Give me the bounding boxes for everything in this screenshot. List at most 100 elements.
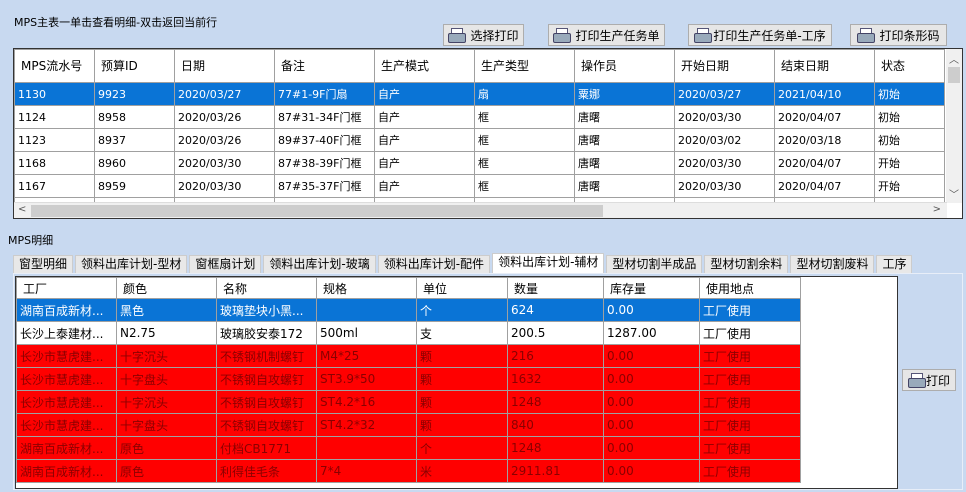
tab-1[interactable]: 窗型明细 — [13, 255, 74, 273]
tab-3[interactable]: 窗框扇计划 — [189, 255, 262, 273]
column-header[interactable]: 生产模式 — [374, 49, 475, 83]
tab-4[interactable]: 领料出库计划-玻璃 — [263, 255, 376, 273]
table-cell: 2020/03/30 — [674, 151, 775, 175]
table-cell: 2020/04/07 — [774, 174, 875, 198]
table-cell: 87#38-39F门框 — [274, 151, 375, 175]
column-header[interactable]: 操作员 — [574, 49, 675, 83]
scroll-right-icon[interactable]: > — [932, 204, 941, 215]
table-cell: 工厂使用 — [699, 413, 801, 437]
table-cell: 初始 — [874, 105, 945, 129]
tab-6[interactable]: 领料出库计划-辅材 — [492, 253, 605, 273]
column-header[interactable]: 颜色 — [116, 277, 217, 299]
printer-icon — [553, 28, 572, 43]
table-cell: 624 — [507, 298, 604, 322]
table-row[interactable]: 湖南百成新材... 黑色 玻璃垫块小黑... 个 624 0.00 工厂使用 — [16, 298, 801, 322]
scroll-down-icon[interactable]: ﹀ — [949, 190, 959, 201]
table-cell: 2911.81 — [507, 459, 604, 483]
tab-5[interactable]: 领料出库计划-配件 — [377, 255, 491, 273]
table-row[interactable]: 长沙市慧虎建... 十字沉头 不锈钢自攻螺钉 ST4.2*16 颗 1248 0.00 工厂使… — [16, 390, 801, 414]
table-cell: 唐曙 — [574, 151, 675, 175]
column-header[interactable]: 预算ID — [94, 49, 175, 83]
table-cell: 颗 — [416, 390, 508, 414]
table-cell: 长沙市慧虎建... — [16, 413, 117, 437]
table-cell: 1168 — [14, 151, 95, 175]
column-header[interactable]: 名称 — [216, 277, 317, 299]
printer-icon — [857, 28, 876, 43]
table-cell: 唐曙 — [574, 174, 675, 198]
table-cell: 自产 — [374, 128, 475, 152]
detail-grid[interactable]: 工厂 颜色 名称 规格 单位 数量 库存量 使用地点 湖南百成新材... 黑色 玻璃垫块小黑... 个… — [15, 276, 898, 489]
table-cell: 2020/04/07 — [774, 151, 875, 175]
table-cell: 颗 — [416, 344, 508, 368]
print-task-button[interactable]: 打印生产任务单 — [548, 24, 665, 46]
table-cell: 玻璃垫块小黑... — [216, 298, 317, 322]
column-header[interactable]: 日期 — [174, 49, 275, 83]
print-button[interactable]: 打印 — [902, 369, 956, 391]
scroll-thumb[interactable] — [948, 67, 960, 83]
table-cell: 2020/03/27 — [174, 82, 275, 106]
table-cell: 2021/04/10 — [774, 82, 875, 106]
column-header[interactable]: 状态 — [874, 49, 945, 83]
tab-10[interactable]: 工序 — [876, 255, 913, 273]
table-cell: 唐曙 — [574, 105, 675, 129]
tab-2[interactable]: 领料出库计划-型材 — [75, 255, 188, 273]
table-row[interactable]: 长沙市慧虎建... 十字盘头 不锈钢自攻螺钉 ST4.2*32 颗 840 0.00 工厂使用 — [16, 413, 801, 437]
table-cell: 工厂使用 — [699, 367, 801, 391]
select-print-button[interactable]: 选择打印 — [443, 24, 524, 46]
column-header[interactable]: 工厂 — [16, 277, 117, 299]
print-task-process-button[interactable]: 打印生产任务单-工序 — [688, 24, 832, 46]
table-row[interactable]: 湖南百成新材... 原色 付档CB1771 个 1248 0.00 工厂使用 — [16, 436, 801, 460]
table-cell: 利得佳毛条 — [216, 459, 317, 483]
table-row[interactable]: 1123 8937 2020/03/26 89#37-40F门框 自产框唐曙 2020/0… — [14, 128, 945, 152]
horizontal-scrollbar[interactable]: < > — [14, 202, 947, 218]
table-cell — [316, 436, 417, 460]
table-cell: 个 — [416, 436, 508, 460]
column-header[interactable]: 数量 — [507, 277, 604, 299]
tab-7[interactable]: 型材切割半成品 — [606, 255, 703, 273]
table-cell: ST3.9*50 — [316, 367, 417, 391]
table-cell: 2020/03/02 — [674, 128, 775, 152]
tab-8[interactable]: 型材切割余料 — [704, 255, 789, 273]
table-cell: 1123 — [14, 128, 95, 152]
scroll-thumb[interactable] — [31, 205, 603, 217]
column-header[interactable]: 开始日期 — [674, 49, 775, 83]
scroll-up-icon[interactable]: ︿ — [949, 55, 959, 66]
column-header[interactable]: MPS流水号 — [14, 49, 95, 83]
column-header[interactable]: 单位 — [416, 277, 508, 299]
column-header[interactable]: 使用地点 — [699, 277, 801, 299]
table-cell: 工厂使用 — [699, 321, 801, 345]
table-cell: 工厂使用 — [699, 459, 801, 483]
table-cell: 2020/03/30 — [674, 174, 775, 198]
table-row[interactable]: 长沙市慧虎建... 十字盘头 不锈钢自攻螺钉 ST3.9*50 颗 1632 0.00 工厂使… — [16, 367, 801, 391]
table-row[interactable]: 长沙上泰建材... N2.75 玻璃胶安泰172 500ml 支 200.5 1287.00… — [16, 321, 801, 345]
table-cell: 工厂使用 — [699, 298, 801, 322]
table-cell: 8960 — [94, 151, 175, 175]
table-cell: 玻璃胶安泰172 — [216, 321, 317, 345]
table-cell: ST4.2*16 — [316, 390, 417, 414]
column-header[interactable]: 规格 — [316, 277, 417, 299]
table-cell: 0.00 — [603, 436, 700, 460]
column-header[interactable]: 结束日期 — [774, 49, 875, 83]
table-row[interactable]: 1124 8958 2020/03/26 87#31-34F门框 自产框唐曙 2020/0… — [14, 105, 945, 129]
table-cell: 2020/03/30 — [674, 105, 775, 129]
table-cell: 2020/03/26 — [174, 128, 275, 152]
master-grid[interactable]: MPS流水号 预算ID 日期 备注 生产模式 生产类型 操作员 开始日期 结束日期 状态 1130 9… — [13, 48, 963, 219]
tab-9[interactable]: 型材切割废料 — [790, 255, 875, 273]
vertical-scrollbar[interactable]: ︿ ﹀ — [946, 49, 962, 203]
table-cell: 8959 — [94, 174, 175, 198]
table-row[interactable]: 长沙市慧虎建... 十字沉头 不锈钢机制螺钉 M4*25 颗 216 0.00 工厂使用 — [16, 344, 801, 368]
table-cell: 自产 — [374, 82, 475, 106]
table-cell: 唐曙 — [574, 128, 675, 152]
table-row[interactable]: 湖南百成新材... 原色 利得佳毛条 7*4 米 2911.81 0.00 工厂使用 — [16, 459, 801, 483]
scroll-left-icon[interactable]: < — [18, 204, 27, 215]
column-header[interactable]: 生产类型 — [474, 49, 575, 83]
table-row[interactable]: 1168 8960 2020/03/30 87#38-39F门框 自产框唐曙 2020/0… — [14, 151, 945, 175]
print-barcode-button[interactable]: 打印条形码 — [850, 24, 947, 46]
column-header[interactable]: 库存量 — [603, 277, 700, 299]
column-header[interactable]: 备注 — [274, 49, 375, 83]
table-cell: 2020/03/30 — [174, 174, 275, 198]
table-row[interactable]: 1167 8959 2020/03/30 87#35-37F门框 自产框唐曙 2020/0… — [14, 174, 945, 198]
table-row[interactable]: 1130 9923 2020/03/27 77#1-9F门扇 自产扇粟娜 2020/03/… — [14, 82, 945, 106]
table-cell: 开始 — [874, 174, 945, 198]
table-cell: 87#31-34F门框 — [274, 105, 375, 129]
